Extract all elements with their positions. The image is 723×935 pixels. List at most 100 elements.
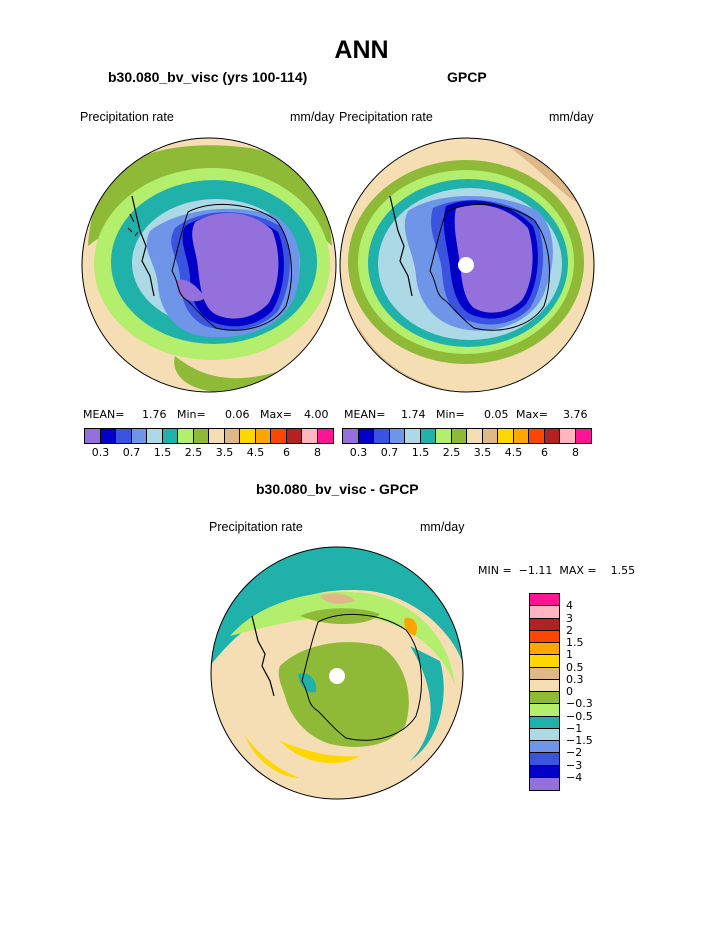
colorbar-tick-label: 3.5 xyxy=(215,446,234,459)
panel1-mean-label: MEAN= xyxy=(83,408,125,421)
colorbar-tick-label: 2.5 xyxy=(442,446,461,459)
panel2-min-label: Min= xyxy=(436,408,465,421)
colorbar-swatch xyxy=(317,429,333,443)
panel1-variable-label: Precipitation rate xyxy=(80,110,174,124)
colorbar-swatch xyxy=(482,429,498,443)
colorbar-tick-label: 0.5 xyxy=(566,660,584,674)
colorbar-swatch xyxy=(530,741,559,754)
colorbar-swatch xyxy=(530,728,559,741)
panel2-max-label: Max= xyxy=(516,408,548,421)
colorbar-tick-label: 3.5 xyxy=(473,446,492,459)
colorbar-tick-label: 3 xyxy=(566,611,573,625)
colorbar-swatch xyxy=(85,429,101,443)
colorbar-swatch xyxy=(530,704,559,717)
colorbar-swatch xyxy=(467,429,483,443)
panel3-minmax: MIN = −1.11 MAX = 1.55 xyxy=(478,564,636,577)
colorbar-swatch xyxy=(178,429,194,443)
panel1-title: b30.080_bv_visc (yrs 100-114) xyxy=(108,69,308,85)
colorbar-tick-label: 6 xyxy=(283,446,290,459)
colorbar-tick-label: 0.3 xyxy=(566,672,584,686)
colorbar-tick-label: 8 xyxy=(572,446,579,459)
colorbar-tick-label: 2.5 xyxy=(184,446,203,459)
colorbar-difference xyxy=(529,593,560,791)
colorbar-swatch xyxy=(147,429,163,443)
colorbar-tick-label: 1.5 xyxy=(566,636,584,649)
colorbar-tick-label: 4.5 xyxy=(504,446,523,459)
panel1-min-label: Min= xyxy=(177,408,206,421)
colorbar-swatch xyxy=(575,429,591,443)
panel1-mean-value: 1.76 xyxy=(142,408,167,421)
colorbar-tick-label: 4 xyxy=(566,599,573,613)
colorbar-swatch xyxy=(436,429,452,443)
colorbar-tick-label: 8 xyxy=(314,446,321,459)
colorbar-tick-label: 1.5 xyxy=(153,446,172,459)
panel1-max-value: 4.00 xyxy=(304,408,329,421)
colorbar-tick-label: 0.7 xyxy=(380,446,399,459)
colorbar-tick-label: 1 xyxy=(566,648,573,662)
colorbar-swatch xyxy=(209,429,225,443)
colorbar-tick-label: −3 xyxy=(566,758,583,772)
colorbar-tick-label: 1.5 xyxy=(411,446,430,459)
colorbar-tick-label: −1 xyxy=(566,721,583,735)
colorbar-swatch xyxy=(131,429,147,443)
colorbar-swatch xyxy=(529,429,545,443)
panel3-units-label: mm/day xyxy=(420,520,465,534)
colorbar-swatch xyxy=(420,429,436,443)
colorbar-swatch xyxy=(530,618,559,631)
panel3-variable-label: Precipitation rate xyxy=(209,520,303,534)
colorbar-swatch xyxy=(302,429,318,443)
colorbar-swatch xyxy=(240,429,256,443)
colorbar-tick-label: −0.3 xyxy=(566,697,593,711)
colorbar-swatch xyxy=(358,429,374,443)
colorbar-swatch xyxy=(255,429,271,443)
map-difference-precipitation xyxy=(210,546,464,800)
colorbar-tick-label: 2 xyxy=(566,623,573,637)
colorbar-swatch xyxy=(498,429,514,443)
colorbar-swatch xyxy=(374,429,390,443)
colorbar-tick-label: 4.5 xyxy=(246,446,265,459)
colorbar-swatch xyxy=(530,753,559,766)
colorbar-swatch xyxy=(560,429,576,443)
colorbar-swatch xyxy=(530,679,559,692)
colorbar-swatch xyxy=(405,429,421,443)
colorbar-swatch xyxy=(530,667,559,680)
colorbar-tick-label: −0.5 xyxy=(566,709,593,723)
colorbar-swatch xyxy=(343,429,359,443)
colorbar-swatch xyxy=(193,429,209,443)
panel2-max-value: 3.76 xyxy=(563,408,588,421)
map-gpcp-precipitation xyxy=(339,137,595,393)
colorbar-tick-label: 0.7 xyxy=(122,446,141,459)
colorbar-swatch xyxy=(224,429,240,443)
panel2-mean-label: MEAN= xyxy=(344,408,386,421)
colorbar-gpcp xyxy=(342,428,592,444)
colorbar-swatch xyxy=(530,630,559,643)
panel1-units-label: mm/day xyxy=(290,110,335,124)
colorbar-swatch xyxy=(544,429,560,443)
colorbar-swatch xyxy=(530,594,559,607)
colorbar-swatch xyxy=(116,429,132,443)
panel2-min-value: 0.05 xyxy=(484,408,509,421)
colorbar-swatch xyxy=(451,429,467,443)
colorbar-tick-label: −1.5 xyxy=(566,734,593,747)
panel2-title: GPCP xyxy=(447,69,487,85)
panel2-mean-value: 1.74 xyxy=(401,408,426,421)
panel2-variable-label: Precipitation rate xyxy=(339,110,433,124)
colorbar-swatch xyxy=(530,716,559,729)
colorbar-swatch xyxy=(530,777,559,790)
colorbar-swatch xyxy=(389,429,405,443)
panel1-max-label: Max= xyxy=(260,408,292,421)
page-title: ANN xyxy=(334,36,389,64)
panel2-units-label: mm/day xyxy=(549,110,594,124)
colorbar-swatch xyxy=(271,429,287,443)
colorbar-tick-label: 6 xyxy=(541,446,548,459)
colorbar-tick-label: −4 xyxy=(566,770,583,784)
panel3-title: b30.080_bv_visc - GPCP xyxy=(256,481,419,497)
colorbar-swatch xyxy=(286,429,302,443)
colorbar-tick-label: 0.3 xyxy=(349,446,368,459)
colorbar-tick-label: 0 xyxy=(566,685,573,698)
colorbar-swatch xyxy=(162,429,178,443)
colorbar-swatch xyxy=(530,643,559,656)
colorbar-tick-label: −2 xyxy=(566,746,583,760)
colorbar-model xyxy=(84,428,334,444)
colorbar-tick-label: 0.3 xyxy=(91,446,110,459)
